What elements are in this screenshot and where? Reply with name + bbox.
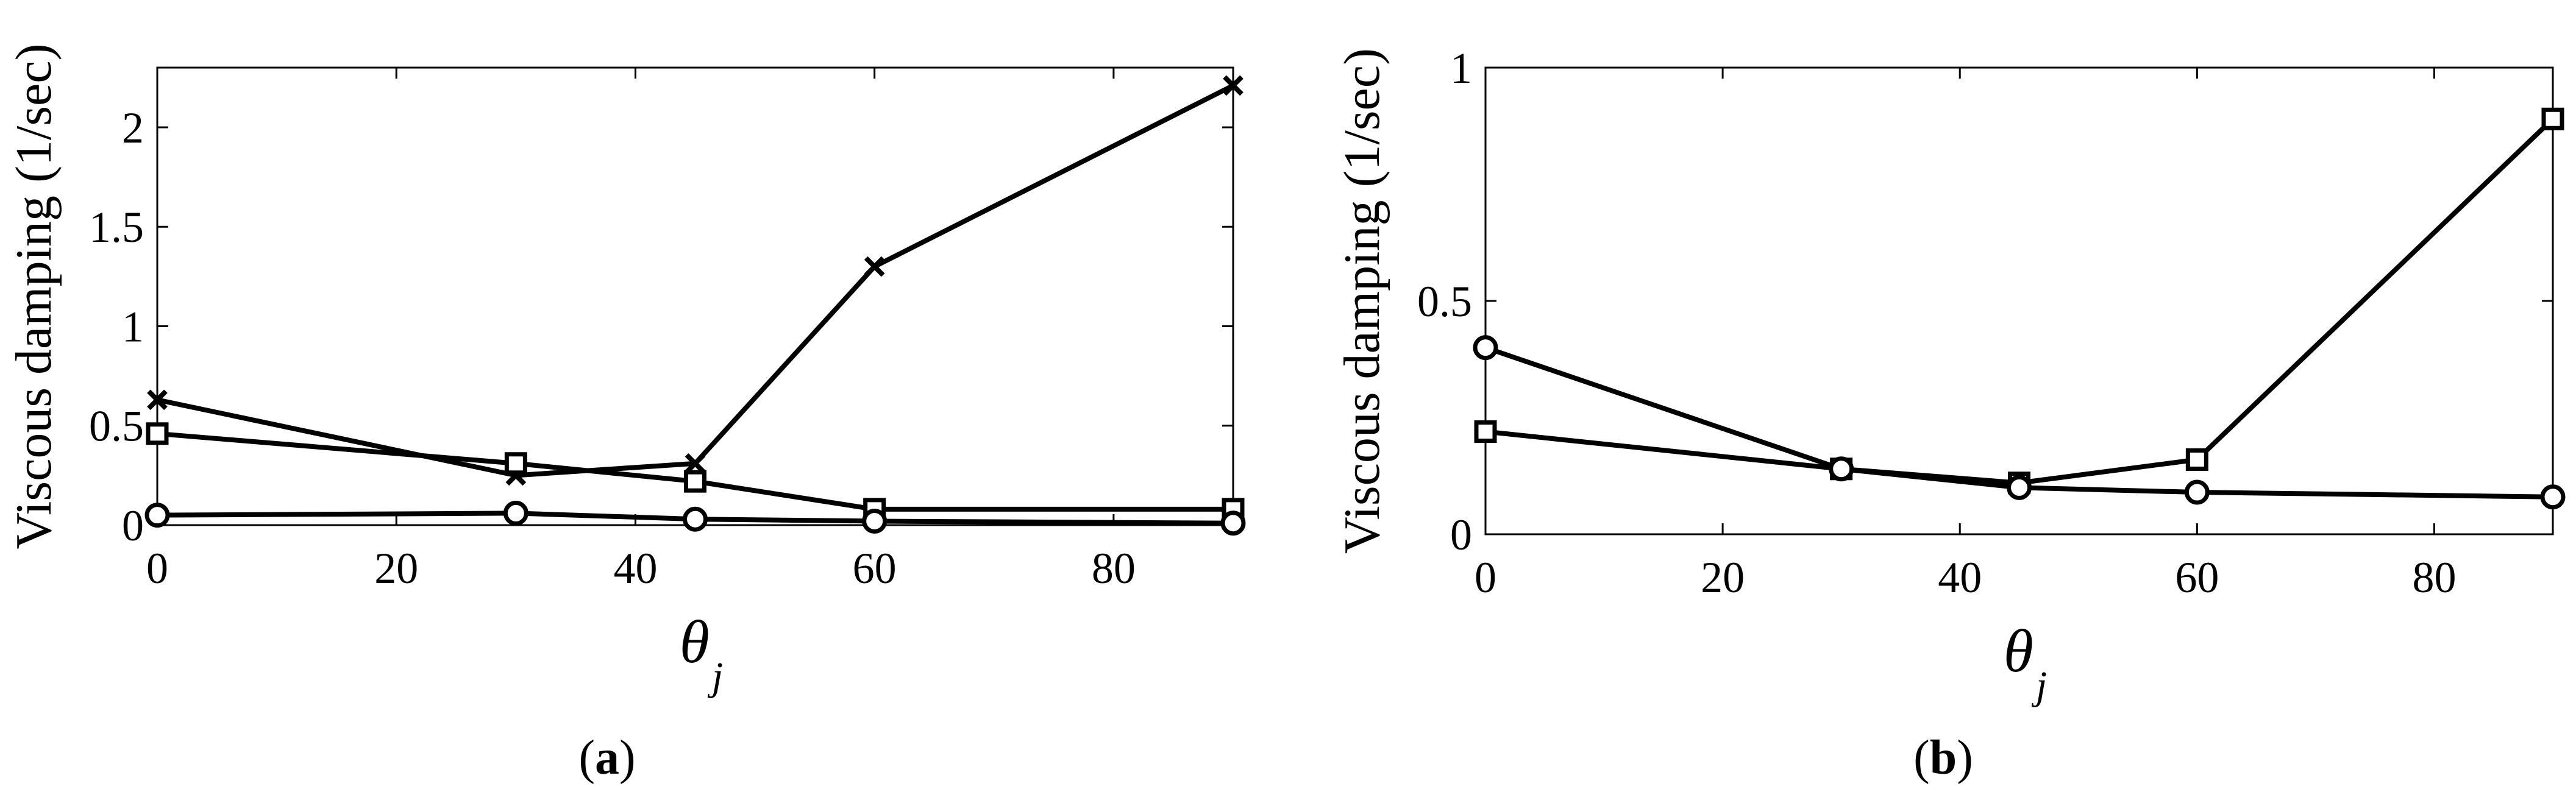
plot-group-a: 0 20 40 60 80 0 0.5 1 1.5 2 Viscous damping (1/sec… xyxy=(5,43,1246,699)
y-tick-label: 1 xyxy=(1450,44,1472,93)
data-point-circle xyxy=(2184,479,2210,505)
y-axis-title: Viscous damping (1/sec) xyxy=(1334,48,1390,554)
y-tick-label: 0.5 xyxy=(89,402,144,451)
data-point-square xyxy=(2185,448,2208,471)
data-point-x xyxy=(864,256,885,277)
y-tick-label: 0 xyxy=(1450,510,1472,559)
x-tick-label: 0 xyxy=(1475,553,1496,602)
x-axis-title: θj xyxy=(2004,617,2047,708)
plot-frame xyxy=(1484,66,2554,535)
data-point-circle xyxy=(1473,335,1498,361)
series-line-square xyxy=(1485,117,2555,486)
data-point-square xyxy=(504,452,527,475)
data-point-circle xyxy=(2007,475,2032,500)
data-point-circle xyxy=(1829,456,1854,482)
data-point-square xyxy=(1474,420,1497,443)
data-point-circle xyxy=(683,506,708,532)
x-tick-label: 20 xyxy=(1701,553,1745,602)
x-tick-label: 80 xyxy=(2412,553,2456,602)
data-point-square xyxy=(146,422,169,445)
chart-panel-a: 0 20 40 60 80 0 0.5 1 1.5 2 Viscous damping (1/sec… xyxy=(5,43,1246,785)
data-point-circle xyxy=(144,503,170,528)
x-tick-label: 80 xyxy=(1092,544,1136,593)
data-point-circle xyxy=(2540,484,2566,510)
x-tick-label: 60 xyxy=(2175,553,2219,602)
data-point-circle xyxy=(1220,510,1246,536)
caption-b: (b) xyxy=(1913,731,1973,785)
caption-a: (a) xyxy=(578,731,635,785)
x-tick-label: 40 xyxy=(613,544,657,593)
x-tick-label: 40 xyxy=(1938,553,1982,602)
data-point-x xyxy=(147,389,168,411)
series-line-x xyxy=(157,83,1234,478)
data-point-square xyxy=(2541,107,2564,130)
x-tick-label: 60 xyxy=(853,544,897,593)
y-axis-title: Viscous damping (1/sec) xyxy=(5,43,62,549)
y-tick-label: 1 xyxy=(122,302,144,351)
y-tick-label: 2 xyxy=(122,104,144,152)
data-point-x xyxy=(685,453,706,474)
data-point-circle xyxy=(503,500,528,526)
data-point-x xyxy=(1223,75,1244,96)
x-axis-title: θj xyxy=(680,608,723,699)
y-tick-label: 1.5 xyxy=(89,203,144,252)
x-tick-label: 0 xyxy=(146,544,168,593)
y-tick-label: 0 xyxy=(122,501,144,550)
data-point-square xyxy=(684,470,706,493)
plot-group-b: 0 20 40 60 80 0 0.5 1 Viscous damping (1/sec) θj xyxy=(1334,44,2566,708)
plot-frame xyxy=(156,66,1234,526)
y-tick-label: 0.5 xyxy=(1417,277,1472,326)
x-tick-label: 20 xyxy=(374,544,418,593)
data-point-circle xyxy=(862,508,888,534)
